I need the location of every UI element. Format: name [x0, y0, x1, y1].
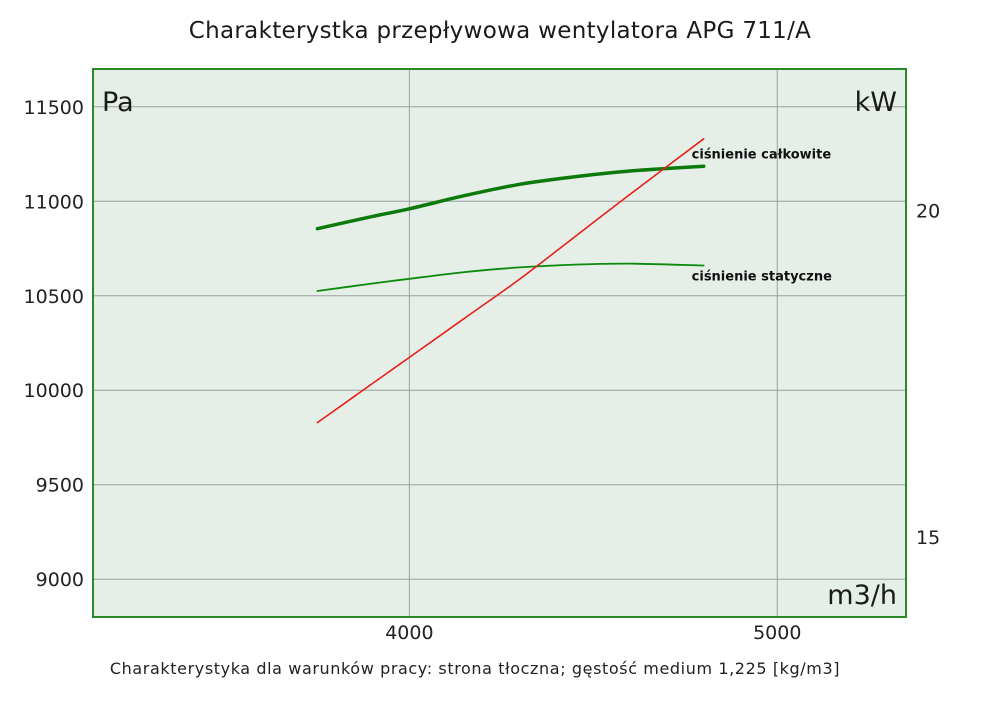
y-tick-label-10000: 10000: [24, 380, 84, 402]
chart-title: Charakterystka przepływowa wentylatora A…: [188, 18, 812, 44]
series-line-power: [316, 138, 705, 424]
y-tick-label-11000: 11000: [24, 191, 84, 213]
curve-label-0: ciśnienie całkowite: [692, 147, 832, 162]
y2-tick-label-15: 15: [916, 527, 940, 549]
y-axis-unit-label: Pa: [102, 87, 134, 118]
y-tick-label-9500: 9500: [36, 475, 84, 497]
curve-labels: ciśnienie całkowite ciśnienie statyczne: [692, 147, 832, 284]
curve-label-1: ciśnienie statyczne: [692, 270, 832, 285]
y2-tick-label-20: 20: [916, 201, 940, 223]
y-tick-label-10500: 10500: [24, 286, 84, 308]
plot-background: [93, 69, 906, 617]
series-line-ciśnienie-całkowite: [315, 164, 706, 231]
plot-frame: [92, 68, 907, 618]
y2-axis-unit-label: kW: [855, 87, 897, 118]
x-tick-label-5000: 5000: [753, 622, 801, 644]
y-tick-label-11500: 11500: [24, 97, 84, 119]
tick-labels: 9000 9500 10000 10500 11000 11500 15 20 4000 5000: [24, 97, 941, 644]
series-line-ciśnienie-statyczne: [316, 262, 705, 292]
x-tick-label-4000: 4000: [385, 622, 433, 644]
grid-lines: [93, 69, 906, 617]
conditions-note: Charakterystyka dla warunków pracy: stro…: [109, 659, 841, 678]
data-series: [315, 138, 706, 424]
x-axis-unit-label: m3/h: [827, 580, 897, 611]
y-tick-label-9000: 9000: [36, 569, 84, 591]
